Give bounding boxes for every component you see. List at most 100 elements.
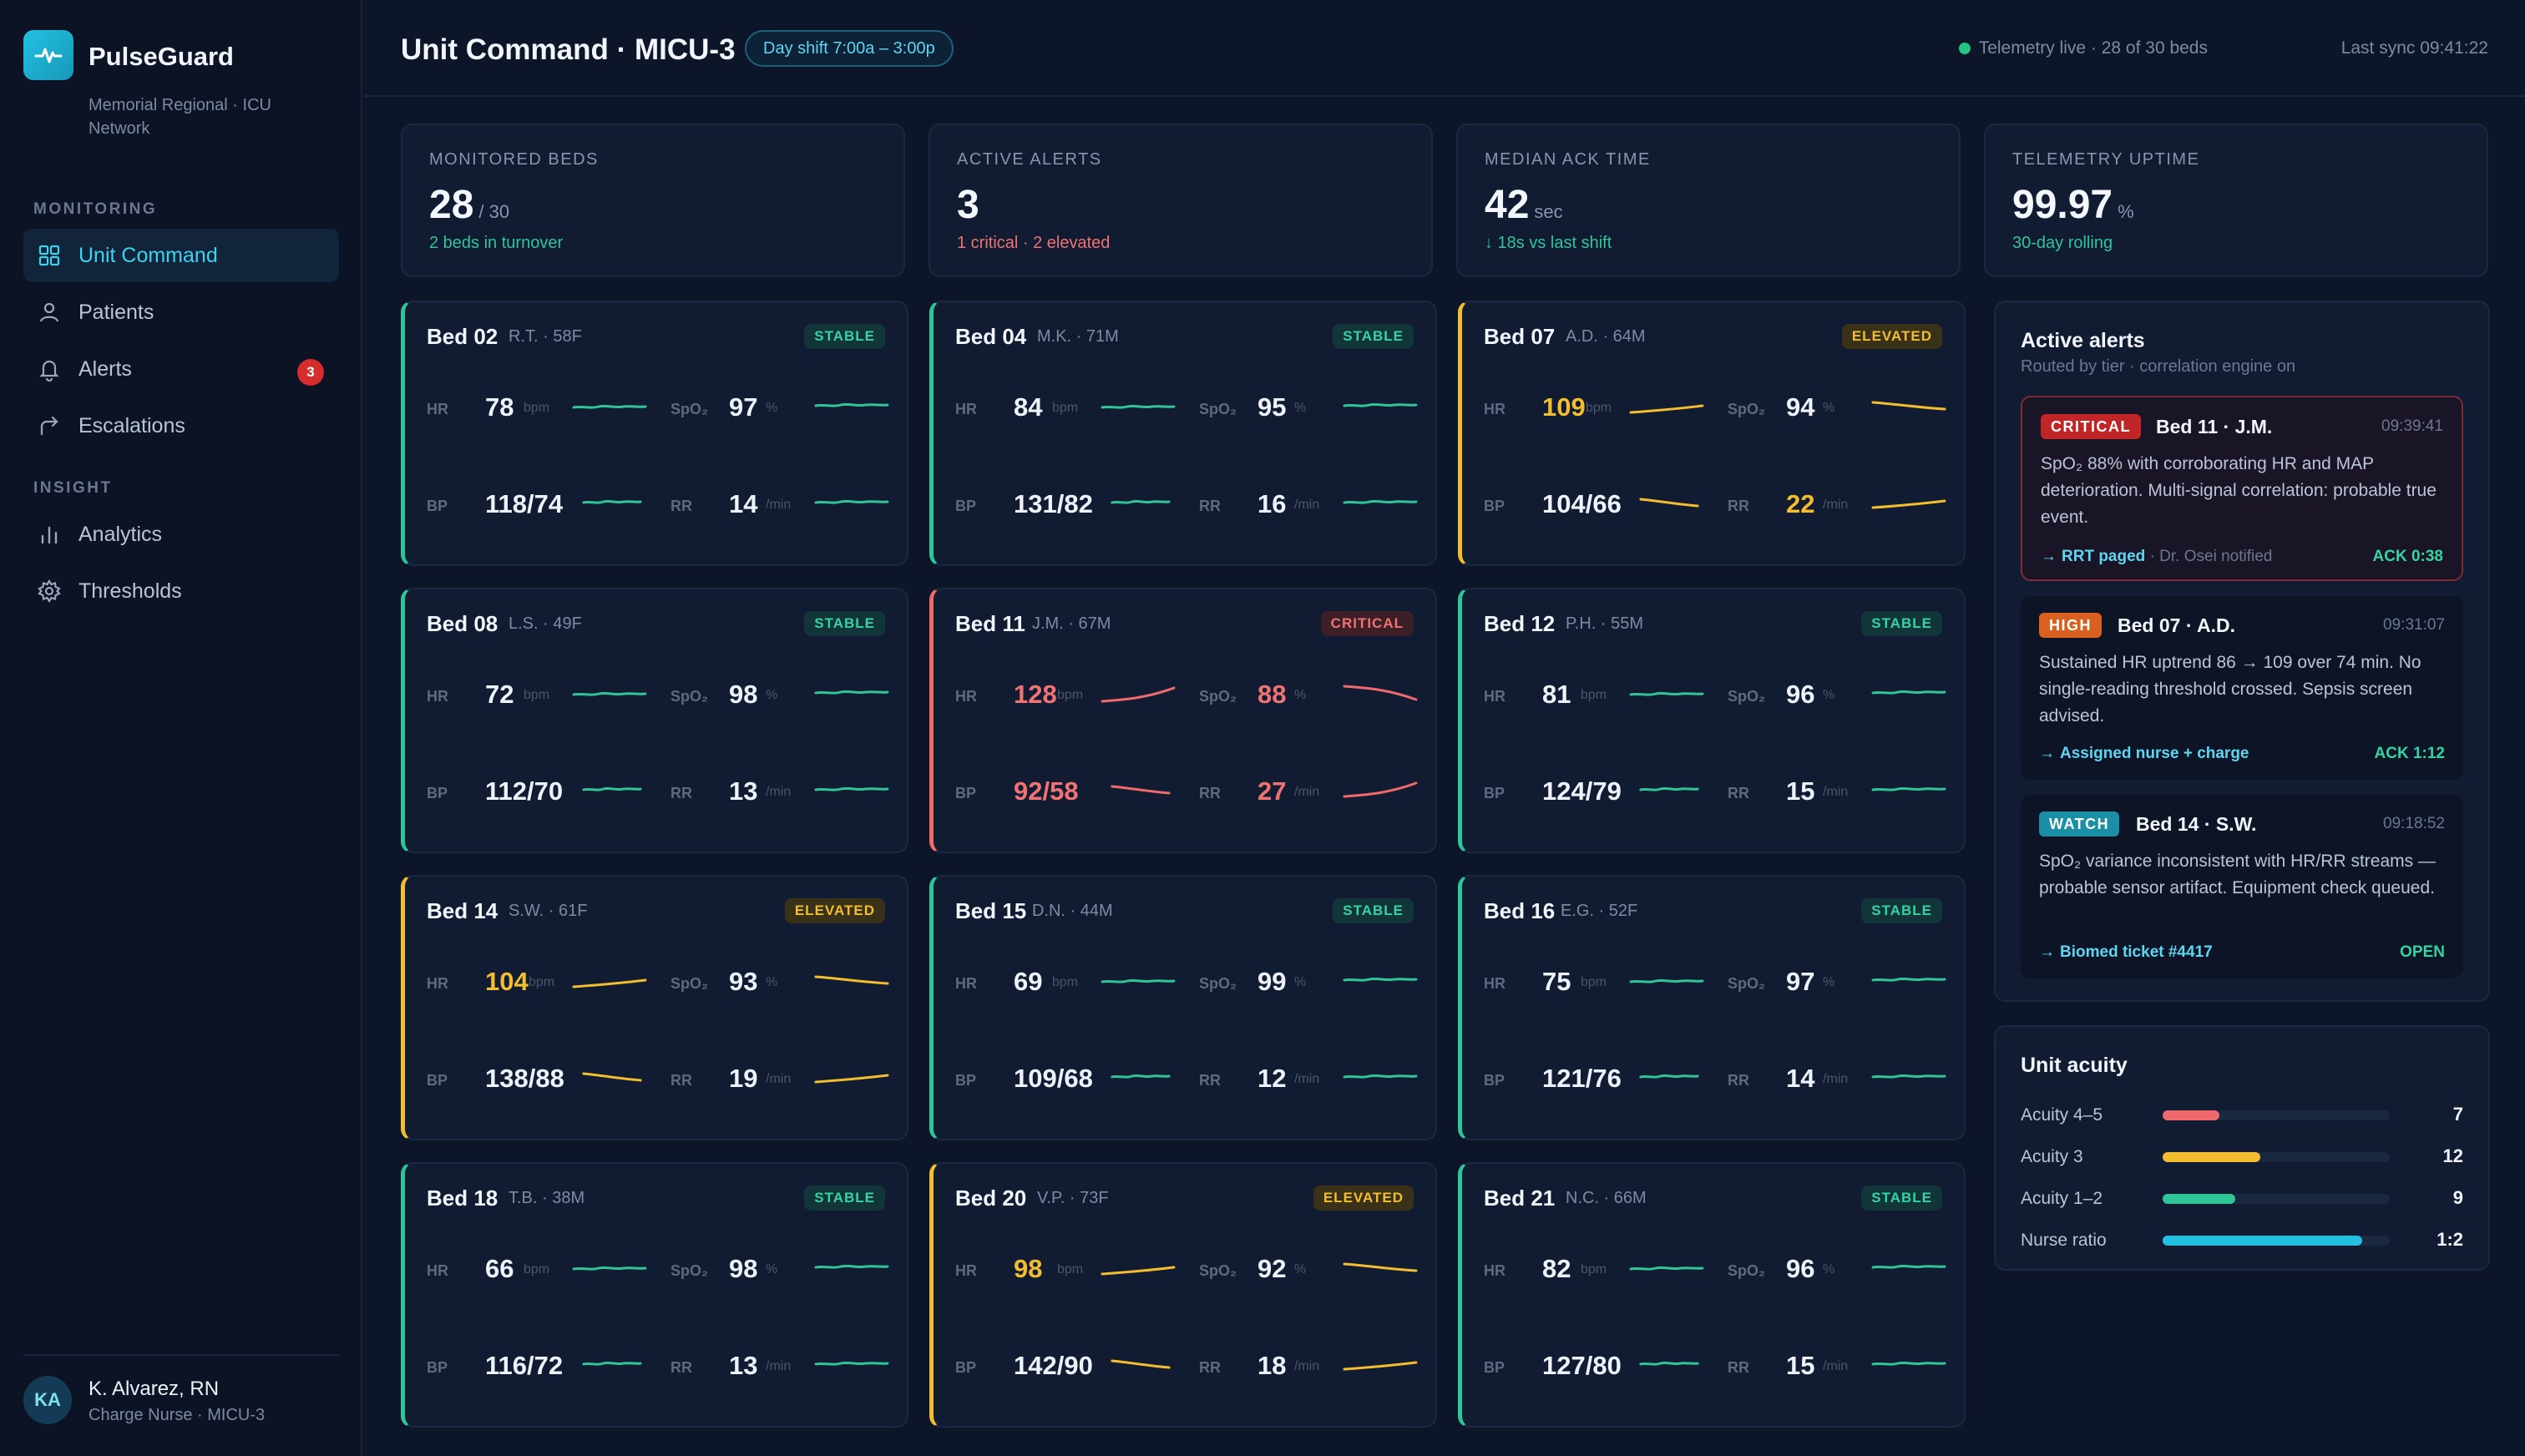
alert-meta: · Dr. Osei notified xyxy=(2149,548,2273,565)
hr-unit: bpm xyxy=(1581,975,1607,989)
spo2-sparkline xyxy=(1871,977,1946,982)
escalation-arrow-icon xyxy=(40,416,58,436)
person-icon xyxy=(39,302,59,322)
sidebar-item-label: Thresholds xyxy=(78,579,182,603)
bp-label: BP xyxy=(1484,785,1505,801)
bed-name: Bed 15 xyxy=(955,898,1027,923)
hr-unit: bpm xyxy=(524,401,550,415)
rr-value: 13 xyxy=(729,1351,758,1380)
stat-sub: ↓ 18s vs last shift xyxy=(1485,234,1612,252)
alert-action-link[interactable]: → Biomed ticket #4417 xyxy=(2039,943,2213,962)
arrow-right-icon: → xyxy=(2041,548,2057,565)
sidebar-item-analytics[interactable]: Analytics xyxy=(23,508,339,561)
acuity-bar-track xyxy=(2163,1194,2390,1204)
spo2-unit: % xyxy=(1294,688,1307,702)
hr-sparkline xyxy=(1101,404,1176,409)
bed-card[interactable]: Bed 16 E.G. · 52F STABLE HR 75 bpm SpO₂ 97% BP 12… xyxy=(1458,875,1966,1140)
bed-status-badge: ELEVATED xyxy=(1841,324,1942,349)
hr-sparkline xyxy=(1101,1266,1176,1276)
rr-sparkline xyxy=(814,786,889,791)
alert-action-link[interactable]: → Assigned nurse + charge xyxy=(2039,745,2249,763)
rr-value: 22 xyxy=(1786,489,1815,518)
bp-label: BP xyxy=(1484,1359,1505,1376)
sidebar-item-escalations[interactable]: Escalations xyxy=(23,399,339,452)
stat-number: 3 xyxy=(957,183,979,227)
hr-sparkline xyxy=(572,691,647,696)
bed-card[interactable]: Bed 11 J.M. · 67M CRITICAL HR 128 bpm SpO₂ 88% B… xyxy=(929,588,1437,853)
bed-patient: T.B. · 38M xyxy=(509,1189,585,1207)
rr-value: 18 xyxy=(1257,1351,1287,1380)
spo2-label: SpO₂ xyxy=(1199,688,1237,705)
avatar[interactable]: KA xyxy=(23,1376,72,1424)
bed-status-badge: ELEVATED xyxy=(784,898,885,923)
bp-sparkline xyxy=(1639,1361,1699,1366)
hr-unit: bpm xyxy=(1052,401,1079,415)
bed-card[interactable]: Bed 08 L.S. · 49F STABLE HR 72 bpm SpO₂ 98% BP 11… xyxy=(401,588,908,853)
alert-card-critical[interactable]: CRITICAL Bed 11 · J.M. 09:39:41 SpO₂ 88%… xyxy=(2021,396,2463,581)
bed-card[interactable]: Bed 21 N.C. · 66M STABLE HR 82 bpm SpO₂ 96% BP 12… xyxy=(1458,1162,1966,1428)
alert-card-watch[interactable]: WATCH Bed 14 · S.W. 09:18:52 SpO₂ varian… xyxy=(2021,795,2463,978)
spo2-sparkline xyxy=(1871,690,1946,695)
spo2-label: SpO₂ xyxy=(1199,401,1237,417)
bp-label: BP xyxy=(955,785,977,801)
rr-value: 15 xyxy=(1786,1351,1815,1380)
alert-action-link[interactable]: → RRT paged · Dr. Osei notified xyxy=(2041,548,2272,566)
bed-card[interactable]: Bed 04 M.K. · 71M STABLE HR 84 bpm SpO₂ 95% BP 13… xyxy=(929,301,1437,566)
bp-value: 124/79 xyxy=(1542,776,1622,806)
sidebar-item-thresholds[interactable]: Thresholds xyxy=(23,564,339,618)
acuity-bar-fill xyxy=(2163,1236,2363,1246)
rr-value: 19 xyxy=(729,1064,758,1093)
rr-label: RR xyxy=(670,1072,692,1089)
bp-label: BP xyxy=(955,498,977,514)
rr-value: 16 xyxy=(1257,489,1287,518)
stat-unit: sec xyxy=(1534,201,1563,222)
rr-sparkline xyxy=(1343,781,1418,798)
rr-value: 12 xyxy=(1257,1064,1287,1093)
bed-card[interactable]: Bed 20 V.P. · 73F ELEVATED HR 98 bpm SpO₂ 92% BP… xyxy=(929,1162,1437,1428)
acuity-label: Acuity 1–2 xyxy=(2021,1189,2103,1208)
bp-value: 138/88 xyxy=(485,1064,564,1093)
bp-sparkline xyxy=(582,1361,642,1366)
bed-patient: A.D. · 64M xyxy=(1566,327,1646,346)
spo2-value: 98 xyxy=(729,680,758,709)
rr-sparkline xyxy=(814,1361,889,1366)
sidebar-item-label: Patients xyxy=(78,300,154,324)
hr-sparkline xyxy=(1629,691,1704,696)
alert-ack: OPEN xyxy=(2400,943,2445,961)
bed-card[interactable]: Bed 18 T.B. · 38M STABLE HR 66 bpm SpO₂ 98% BP 11… xyxy=(401,1162,908,1428)
acuity-label: Acuity 3 xyxy=(2021,1147,2083,1166)
nav-section-monitoring: MONITORING xyxy=(33,200,158,218)
bed-name: Bed 16 xyxy=(1484,898,1556,923)
bed-card[interactable]: Bed 07 A.D. · 64M ELEVATED HR 109 bpm SpO₂ 94% B… xyxy=(1458,301,1966,566)
panel-subtitle: Routed by tier · correlation engine on xyxy=(2021,357,2296,376)
bp-value: 104/66 xyxy=(1542,489,1622,518)
acuity-value: 9 xyxy=(2452,1187,2463,1208)
bed-card[interactable]: Bed 15 D.N. · 44M STABLE HR 69 bpm SpO₂ 99% BP 10… xyxy=(929,875,1437,1140)
bp-value: 127/80 xyxy=(1542,1351,1622,1380)
shift-badge[interactable]: Day shift 7:00a – 3:00p xyxy=(745,30,954,67)
rr-unit: /min xyxy=(1294,498,1320,512)
hr-unit: bpm xyxy=(1057,1262,1084,1277)
rr-label: RR xyxy=(1728,785,1749,801)
bed-status-badge: STABLE xyxy=(1333,898,1414,923)
alert-body: SpO₂ variance inconsistent with HR/RR st… xyxy=(2039,852,2436,897)
stat-number: 99.97 xyxy=(2012,183,2113,227)
spo2-unit: % xyxy=(1294,975,1307,989)
bed-card[interactable]: Bed 14 S.W. · 61F ELEVATED HR 104 bpm SpO₂ 93% B… xyxy=(401,875,908,1140)
bp-value: 92/58 xyxy=(1014,776,1079,806)
bed-name: Bed 11 xyxy=(955,611,1025,636)
spo2-sparkline xyxy=(1343,402,1418,407)
sidebar-item-patients[interactable]: Patients xyxy=(23,286,339,339)
bed-card[interactable]: Bed 12 P.H. · 55M STABLE HR 81 bpm SpO₂ 96% BP 12… xyxy=(1458,588,1966,853)
rr-sparkline xyxy=(1343,1074,1418,1079)
sidebar-item-alerts[interactable]: Alerts 3 xyxy=(23,342,339,396)
hr-label: HR xyxy=(1484,1262,1505,1279)
hr-value: 69 xyxy=(1014,967,1043,996)
bed-name: Bed 07 xyxy=(1484,324,1556,349)
sidebar-item-unit-command[interactable]: Unit Command xyxy=(23,229,339,282)
hr-unit: bpm xyxy=(1052,975,1079,989)
alert-card-high[interactable]: HIGH Bed 07 · A.D. 09:31:07 Sustained HR… xyxy=(2021,596,2463,780)
hr-value: 66 xyxy=(485,1254,514,1283)
acuity-value: 7 xyxy=(2452,1104,2463,1125)
bed-card[interactable]: Bed 02 R.T. · 58F STABLE HR 78 bpm SpO₂ 97% BP 11… xyxy=(401,301,908,566)
